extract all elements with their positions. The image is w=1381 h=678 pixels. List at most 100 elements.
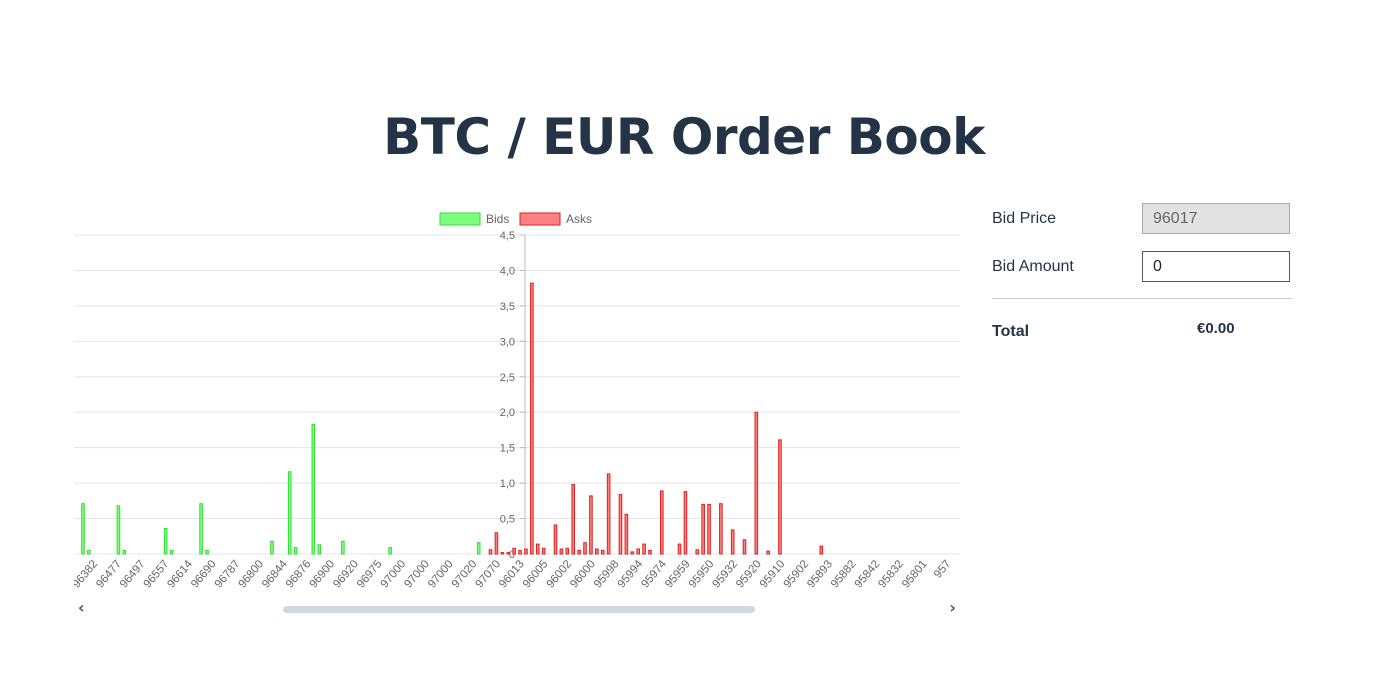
x-tick-label: 95950 xyxy=(687,558,717,590)
bid-amount-label: Bid Amount xyxy=(992,258,1074,275)
x-tick-label: 95959 xyxy=(663,558,693,590)
ask-bar xyxy=(701,503,705,555)
x-tick-label: 96005 xyxy=(521,558,551,590)
x-tick-label: 96000 xyxy=(568,558,598,590)
scrollbar-thumb[interactable] xyxy=(283,606,755,613)
x-tick-label: 95893 xyxy=(805,558,835,590)
ask-bar xyxy=(660,490,664,555)
x-tick-label: 95902 xyxy=(782,558,812,590)
ask-bar xyxy=(524,548,528,555)
x-tick-label: 96800 xyxy=(236,558,266,590)
ask-bar xyxy=(683,491,688,555)
x-tick-label: 95842 xyxy=(853,558,883,590)
x-tick-label: 95910 xyxy=(758,558,788,590)
x-tick-label: 96787 xyxy=(213,558,243,590)
page-title: BTC / EUR Order Book xyxy=(383,108,985,166)
x-tick-label: 97070 xyxy=(473,558,503,590)
ask-bar xyxy=(559,548,564,555)
ask-bar xyxy=(583,542,587,555)
bid-amount-input[interactable] xyxy=(1142,251,1290,282)
ask-bar xyxy=(512,547,516,555)
bid-bar xyxy=(87,549,91,555)
x-tick-label: 96900 xyxy=(308,558,338,590)
x-tick-label: 96975 xyxy=(355,558,385,590)
y-tick-label: 1,0 xyxy=(500,478,515,490)
y-tick-label: 1,5 xyxy=(500,443,515,455)
bid-form: Bid Price Bid Amount Total €0.00 xyxy=(992,200,1292,340)
legend-bids-label: Bids xyxy=(486,212,509,226)
y-tick-label: 2,0 xyxy=(500,407,515,419)
x-tick-label: 96690 xyxy=(189,558,219,590)
ask-bar xyxy=(695,549,700,555)
ask-bar xyxy=(648,549,652,555)
x-tick-label: 95932 xyxy=(710,558,740,590)
scroll-left-icon[interactable]: ‹ xyxy=(78,598,85,617)
total-value: €0.00 xyxy=(1197,320,1235,337)
ask-bar xyxy=(600,549,605,555)
y-tick-label: 3,5 xyxy=(500,301,515,313)
order-book-chart-svg: 00,51,01,52,02,53,03,54,04,5963829647796… xyxy=(74,212,960,590)
bid-bar xyxy=(476,542,481,555)
ask-bar xyxy=(618,493,623,555)
bid-bar xyxy=(122,549,127,555)
bid-bar xyxy=(270,540,274,555)
bid-price-input[interactable] xyxy=(1142,203,1290,234)
ask-bar xyxy=(565,547,570,555)
x-tick-label: 95801 xyxy=(900,558,930,590)
bid-bar xyxy=(311,423,316,555)
legend-asks-label: Asks xyxy=(566,212,592,226)
x-tick-label: 957 xyxy=(932,558,954,580)
bid-bar xyxy=(81,503,85,555)
bid-bar xyxy=(341,540,345,555)
ask-bar xyxy=(541,547,546,555)
x-tick-label: 96013 xyxy=(497,558,527,590)
x-tick-label: 97000 xyxy=(402,558,432,590)
x-tick-label: 95832 xyxy=(876,558,906,590)
x-tick-label: 95882 xyxy=(829,558,859,590)
y-tick-label: 2,5 xyxy=(500,372,515,384)
ask-bar xyxy=(630,551,635,555)
chart-scrollbar[interactable]: ‹ › xyxy=(74,598,960,620)
x-tick-label: 96002 xyxy=(545,558,575,590)
bid-amount-row: Bid Amount xyxy=(992,248,1292,296)
x-tick-label: 95998 xyxy=(592,558,622,590)
ask-bar xyxy=(553,524,558,555)
ask-bar xyxy=(677,543,682,555)
ask-bar xyxy=(766,550,770,555)
ask-bar xyxy=(778,439,782,555)
x-tick-label: 96920 xyxy=(331,558,361,590)
bid-bar xyxy=(163,527,168,555)
ask-bar xyxy=(624,513,629,555)
bid-bar xyxy=(205,549,209,555)
ask-bar xyxy=(571,484,576,555)
x-tick-label: 97000 xyxy=(379,558,409,590)
ask-bar xyxy=(500,552,505,555)
scroll-right-icon[interactable]: › xyxy=(949,598,956,617)
bid-bar xyxy=(317,544,322,555)
ask-bar xyxy=(494,532,499,555)
ask-bar xyxy=(577,549,581,555)
x-tick-label: 97020 xyxy=(450,558,480,590)
bid-bar xyxy=(116,505,121,555)
y-tick-label: 3,0 xyxy=(500,336,515,348)
y-tick-label: 0 xyxy=(509,549,515,561)
legend-asks-swatch xyxy=(519,212,561,226)
ask-bar xyxy=(730,529,735,555)
bid-bar xyxy=(169,549,174,555)
bid-bar xyxy=(388,547,392,555)
ask-bar xyxy=(707,503,711,555)
form-divider xyxy=(992,298,1292,299)
x-tick-label: 95920 xyxy=(734,558,764,590)
x-tick-label: 96876 xyxy=(284,558,314,590)
ask-bar xyxy=(595,548,599,555)
ask-bar xyxy=(636,548,640,555)
x-tick-label: 96557 xyxy=(142,558,172,590)
ask-bar xyxy=(754,411,759,555)
ask-bar xyxy=(642,543,646,555)
bid-bar xyxy=(199,503,203,555)
y-tick-label: 4,0 xyxy=(500,265,515,277)
bid-price-label: Bid Price xyxy=(992,210,1057,227)
x-tick-label: 96477 xyxy=(94,558,124,590)
bid-price-row: Bid Price xyxy=(992,200,1292,248)
ask-bar xyxy=(606,473,611,555)
